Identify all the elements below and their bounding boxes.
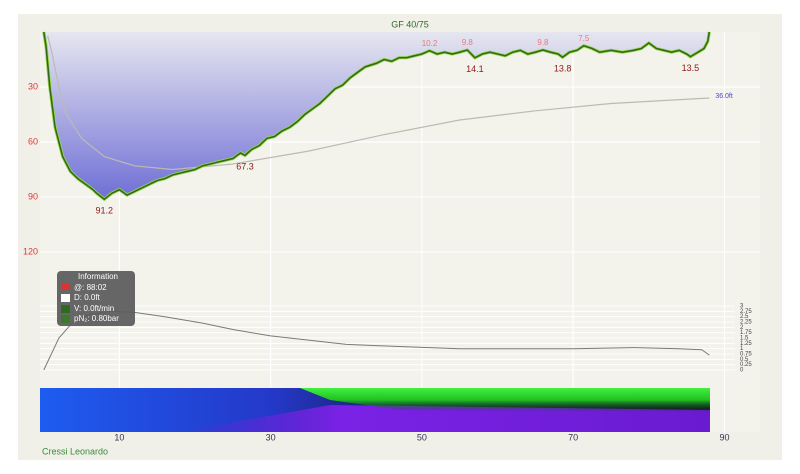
max-depth-label: 14.1	[466, 64, 484, 74]
info-time: @: 88:02	[74, 283, 107, 292]
info-velocity: V: 0.0ft/min	[74, 304, 114, 313]
pressure-tick-label: 1.25	[740, 341, 752, 347]
pressure-tick-label: 0	[740, 368, 744, 374]
info-icon	[61, 294, 70, 302]
x-tick-label: 50	[417, 432, 427, 442]
min-depth-label: 9.8	[462, 38, 474, 47]
pressure-tick-label: 2	[740, 325, 744, 331]
pressure-tick-label: 1	[740, 346, 744, 352]
pressure-tick-label: 1.75	[740, 330, 752, 336]
info-pn2: pN₂: 0.80bar	[74, 314, 119, 323]
info-title: Information	[78, 272, 118, 281]
pressure-tick-label: 1.5	[740, 336, 749, 342]
info-icon	[61, 305, 70, 313]
info-box: Information @: 88:02 D: 0.0ft V: 0.0ft/m…	[57, 271, 135, 326]
heatmap	[40, 388, 710, 432]
pressure-tick-label: 0.75	[740, 352, 752, 358]
min-depth-label: 10.2	[422, 39, 438, 48]
mean-depth-line	[47, 35, 710, 171]
max-depth-label: 13.8	[554, 64, 572, 74]
x-tick-label: 90	[719, 432, 729, 442]
pressure-tick-label: 0.5	[740, 357, 749, 363]
y-tick-label: 30	[28, 81, 38, 91]
dive-computer: Cressi Leonardo	[42, 446, 108, 456]
depth-line	[43, 31, 711, 201]
x-tick-label: 70	[568, 432, 578, 442]
heatmap-green	[300, 388, 710, 412]
pressure-tick-label: 0.25	[740, 362, 752, 368]
info-background	[57, 271, 135, 326]
min-depth-label: 9.8	[537, 38, 549, 47]
pressure-tick-label: 2.5	[740, 314, 749, 320]
pressure-tick-label: 3	[740, 304, 744, 310]
gf-label: GF 40/75	[391, 19, 429, 29]
pressure-tick-label: 2.75	[740, 309, 752, 315]
max-depth-label: 91.2	[96, 206, 114, 216]
y-tick-label: 60	[28, 136, 38, 146]
x-tick-label: 30	[266, 432, 276, 442]
max-depth-label: 13.5	[682, 63, 700, 73]
mean-depth-label: 36.0ft	[715, 93, 733, 100]
min-depth-label: 7.5	[578, 34, 590, 43]
max-depth-label: 67.3	[236, 162, 254, 172]
info-icon	[61, 315, 70, 323]
info-icon	[61, 283, 70, 290]
info-depth: D: 0.0ft	[74, 293, 101, 302]
pressure-tick-label: 2.25	[740, 320, 752, 326]
y-tick-label: 120	[23, 246, 38, 256]
depth-area	[43, 32, 710, 200]
heatmap-purple	[180, 405, 710, 432]
y-tick-label: 90	[28, 191, 38, 201]
x-tick-label: 10	[114, 432, 124, 442]
